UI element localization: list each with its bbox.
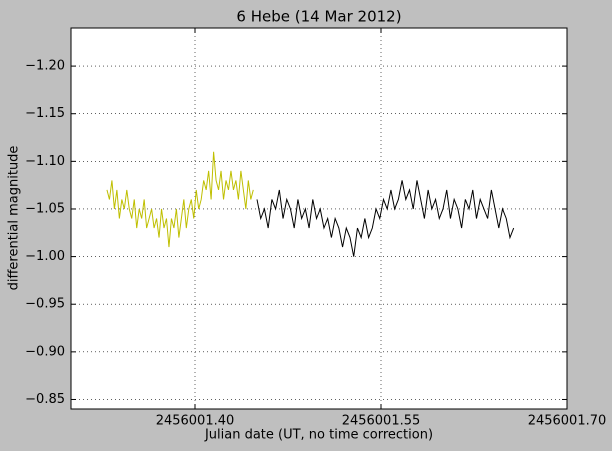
x-axis-label: Julian date (UT, no time correction) xyxy=(204,428,433,443)
y-tick-label: −1.00 xyxy=(25,249,65,264)
chart-title: 6 Hebe (14 Mar 2012) xyxy=(236,8,401,26)
y-tick-label: −1.20 xyxy=(25,59,65,74)
data-line xyxy=(256,180,515,257)
y-tick-label: −0.95 xyxy=(25,297,65,312)
x-tick-label: 2456001.55 xyxy=(342,414,421,429)
x-tick-label: 2456001.70 xyxy=(528,414,607,429)
plot-area xyxy=(71,28,567,409)
data-line xyxy=(106,151,254,248)
y-tick-label: −1.10 xyxy=(25,154,65,169)
y-tick-label: −0.90 xyxy=(25,344,65,359)
y-tick-label: −1.15 xyxy=(25,106,65,121)
plot-frame xyxy=(70,27,568,410)
layer xyxy=(71,28,568,409)
y-tick-label: −1.05 xyxy=(25,201,65,216)
x-tick-label: 2456001.40 xyxy=(156,414,235,429)
y-axis-label: differential magnitude xyxy=(7,146,22,291)
y-tick-label: −0.85 xyxy=(25,392,65,407)
